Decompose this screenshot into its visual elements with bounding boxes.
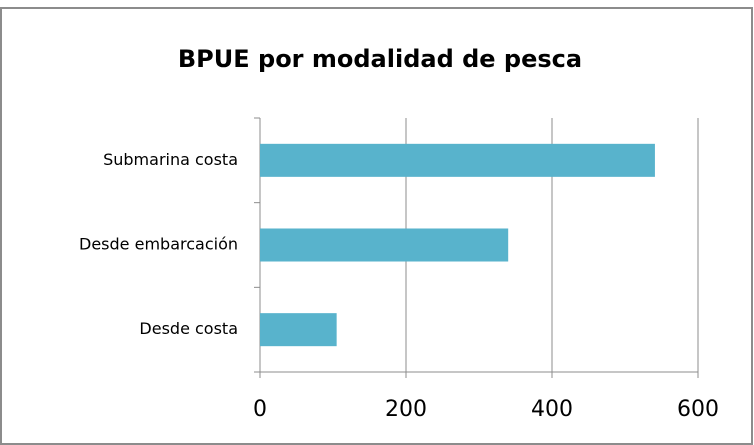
x-tick-label: 600 bbox=[677, 397, 719, 422]
x-tick-label: 400 bbox=[531, 397, 573, 422]
y-tick-label: Desde embarcación bbox=[79, 235, 238, 254]
y-tick-label: Submarina costa bbox=[103, 150, 238, 169]
x-tick-label: 200 bbox=[385, 397, 427, 422]
x-tick-label: 0 bbox=[253, 397, 267, 422]
bar bbox=[260, 143, 655, 177]
y-tick-label: Desde costa bbox=[139, 319, 238, 338]
chart-title: BPUE por modalidad de pesca bbox=[178, 45, 582, 73]
chart-frame bbox=[0, 7, 753, 445]
bar bbox=[260, 313, 337, 347]
bar bbox=[260, 228, 509, 262]
